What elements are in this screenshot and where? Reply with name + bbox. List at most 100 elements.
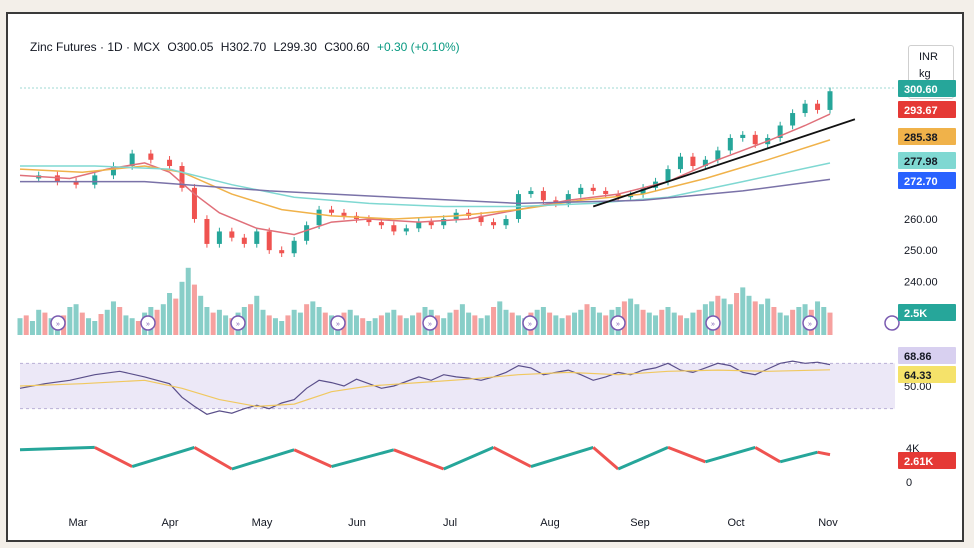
volume-bar [160, 304, 166, 335]
volume-bar [503, 309, 509, 335]
event-marker-icon [422, 315, 438, 331]
volume-bar [254, 295, 260, 335]
volume-last-label: 2.5K [904, 308, 927, 320]
bottom-indicator-segment [492, 446, 532, 468]
volume-bar [36, 309, 42, 335]
volume-bar [291, 309, 297, 335]
volume-bar [441, 318, 447, 335]
bottom-indicator-segment [293, 448, 333, 468]
volume-bar [403, 318, 409, 335]
volume-bar [596, 312, 602, 335]
candle-body [279, 250, 285, 254]
volume-bar [821, 307, 827, 335]
volume-bar [173, 298, 179, 335]
event-marker-icon [884, 315, 900, 331]
candle-body [777, 125, 783, 138]
volume-bar [553, 315, 559, 335]
ma4-last-label-bg [898, 172, 956, 189]
candle-body [316, 209, 322, 226]
rsi-band [20, 363, 895, 409]
candle-body [590, 187, 596, 191]
rsi-line [19, 360, 831, 415]
volume-bar [684, 318, 690, 335]
candle-body [391, 225, 397, 232]
volume-bar [86, 318, 92, 335]
volume-bar [304, 304, 310, 335]
event-marker-icon [140, 315, 156, 331]
candle-body [578, 187, 584, 195]
candle-body [366, 218, 372, 223]
event-marker-glyph: » [236, 321, 240, 328]
chart-header: Zinc Futures · 1D · MCX O300.05 H302.70 … [30, 40, 464, 54]
volume-last-label-bg [898, 304, 956, 321]
volume-bar [584, 304, 590, 335]
volume-bar [272, 318, 278, 335]
volume-bar [721, 298, 727, 335]
volume-bar [815, 301, 821, 335]
volume-bar [459, 304, 465, 335]
symbol-label[interactable]: Zinc Futures · 1D · MCX [30, 40, 161, 54]
price-tick-label: 260.00 [904, 214, 938, 226]
volume-bar [23, 315, 29, 335]
volume-bar [266, 315, 272, 335]
volume-bar [154, 309, 160, 335]
candle-body [73, 181, 79, 185]
volume-bar [640, 309, 646, 335]
bottom-indicator-segment [393, 448, 445, 471]
volume-bar [129, 318, 135, 335]
ma2-last-label-bg [898, 128, 956, 145]
candle-body [615, 194, 621, 198]
volume-bar [472, 315, 478, 335]
volume-bar [671, 312, 677, 335]
volume-bar [572, 312, 578, 335]
candle-body [167, 159, 173, 167]
volume-bar [185, 267, 191, 335]
bottom-tick-label: 0 [906, 477, 912, 489]
volume-bar [92, 321, 98, 335]
candle-body [478, 215, 484, 223]
rsi-tick-label: 50.00 [904, 381, 932, 393]
x-axis-month-label: Apr [161, 517, 178, 529]
volume-bar [765, 298, 771, 335]
event-marker-glyph: » [428, 321, 432, 328]
price-tick-label: 240.00 [904, 276, 938, 288]
ma3-last-label: 277.98 [904, 156, 938, 168]
candle-body [727, 137, 733, 151]
rsi-ma-line [19, 369, 831, 408]
x-axis-month-label: Jul [443, 517, 457, 529]
volume-bar [628, 298, 634, 335]
volume-bar [559, 318, 565, 335]
volume-bar [578, 309, 584, 335]
candle-body [92, 175, 98, 185]
volume-bar [210, 312, 216, 335]
candle-body [640, 187, 646, 195]
candle-body [204, 218, 210, 244]
volume-bar [135, 321, 141, 335]
event-marker-icon [705, 315, 721, 331]
candle-body [665, 169, 671, 182]
volume-bar [746, 295, 752, 335]
candle-body [110, 166, 116, 176]
volume-bar [397, 315, 403, 335]
volume-bar [603, 315, 609, 335]
candle-body [715, 150, 721, 160]
candle-body [503, 218, 509, 226]
volume-bar [316, 307, 322, 335]
candle-body [740, 134, 746, 138]
x-axis-month-label: Aug [540, 517, 560, 529]
volume-bar [590, 307, 596, 335]
unit-label: kg [919, 68, 931, 80]
moving-average-line [19, 139, 831, 220]
moving-average-line [19, 113, 831, 236]
volume-bar [198, 295, 204, 335]
volume-bar [790, 309, 796, 335]
moving-average-line [20, 162, 831, 208]
event-marker-glyph: » [808, 321, 812, 328]
volume-bar [385, 312, 391, 335]
ma1-last-label: 293.67 [904, 105, 938, 117]
volume-bar [378, 315, 384, 335]
last-price-label: 300.60 [904, 84, 938, 96]
ma3-last-label-bg [898, 152, 956, 169]
rsi-ma-last-label-bg [898, 366, 956, 383]
